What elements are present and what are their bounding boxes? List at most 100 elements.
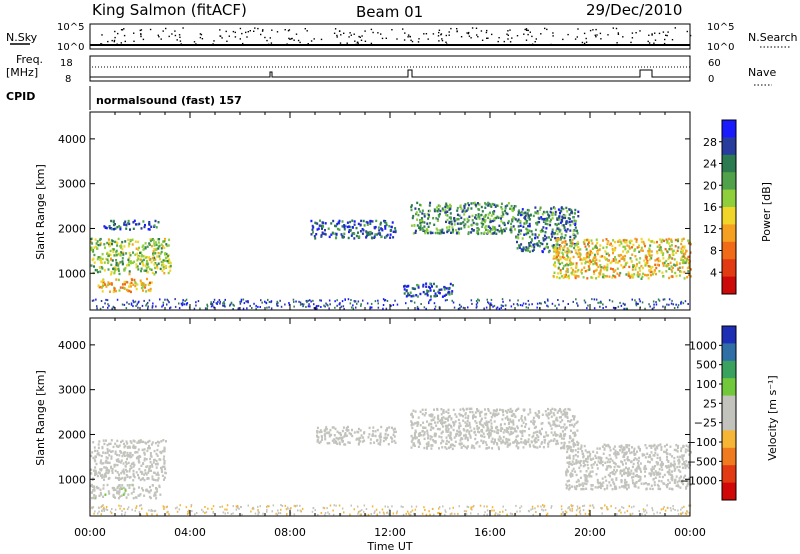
echo-cell xyxy=(640,277,643,280)
echo-cell xyxy=(393,427,396,430)
echo-cell xyxy=(367,231,370,234)
echo-cell xyxy=(429,513,431,516)
nsky-dot xyxy=(503,40,505,43)
echo-cell xyxy=(134,300,137,303)
echo-cell xyxy=(548,440,551,443)
echo-cell xyxy=(512,412,515,416)
echo-cell xyxy=(681,479,684,482)
nsky-dot xyxy=(456,30,458,33)
echo-cell xyxy=(160,247,163,250)
echo-cell xyxy=(126,457,128,461)
echo-cell xyxy=(466,419,469,423)
echo-cell xyxy=(105,459,108,463)
echo-cell xyxy=(421,412,424,416)
echo-cell xyxy=(577,249,580,252)
echo-cell xyxy=(643,259,646,262)
nsky-dot xyxy=(354,40,356,42)
echo-cell xyxy=(679,470,682,473)
echo-cell xyxy=(570,462,572,466)
echo-cell xyxy=(161,465,164,469)
echo-cell xyxy=(559,229,562,232)
echo-cell xyxy=(464,437,467,440)
echo-cell xyxy=(163,267,166,270)
echo-cell xyxy=(361,440,364,443)
echo-cell xyxy=(103,269,106,272)
echo-cell xyxy=(113,254,116,257)
echo-cell xyxy=(590,475,593,478)
echo-cell xyxy=(555,247,558,250)
echo-cell xyxy=(689,268,692,271)
echo-cell xyxy=(489,226,492,230)
echo-cell xyxy=(437,415,439,418)
echo-cell xyxy=(589,504,591,507)
nsky-dot xyxy=(468,35,471,37)
echo-cell xyxy=(344,298,346,301)
echo-cell xyxy=(448,216,451,219)
echo-cell xyxy=(629,241,632,245)
echo-cell xyxy=(584,449,587,452)
echo-cell xyxy=(557,222,560,226)
echo-cell xyxy=(315,233,318,236)
echo-cell xyxy=(607,259,610,262)
echo-cell xyxy=(128,251,131,255)
echo-cell xyxy=(106,483,109,487)
echo-cell xyxy=(438,447,440,450)
echo-cell xyxy=(579,483,582,486)
echo-cell xyxy=(456,429,459,433)
echo-cell xyxy=(353,220,356,223)
echo-cell xyxy=(290,507,292,510)
echo-cell xyxy=(128,289,131,293)
echo-cell xyxy=(671,478,674,482)
echo-cell xyxy=(428,215,431,218)
echo-cell xyxy=(335,232,338,236)
echo-cell xyxy=(678,274,681,277)
nsky-dot xyxy=(595,28,597,31)
echo-cell xyxy=(369,230,372,234)
echo-cell xyxy=(517,446,520,449)
echo-cell xyxy=(516,434,519,438)
echo-cell xyxy=(670,473,673,477)
echo-cell xyxy=(452,424,455,427)
echo-cell xyxy=(152,471,155,474)
echo-cell xyxy=(111,259,114,262)
echo-cell xyxy=(162,458,165,461)
echo-cell xyxy=(532,419,535,422)
echo-cell xyxy=(432,439,435,442)
echo-cell xyxy=(115,289,117,293)
echo-cell xyxy=(90,472,93,475)
nsky-dot xyxy=(113,39,116,42)
echo-cell xyxy=(124,460,127,464)
echo-cell xyxy=(117,492,120,495)
echo-cell xyxy=(566,485,569,488)
echo-cell xyxy=(619,301,621,304)
echo-cell xyxy=(556,243,559,246)
echo-cell xyxy=(132,484,135,487)
echo-cell xyxy=(112,250,115,253)
echo-cell xyxy=(578,511,581,514)
echo-cell xyxy=(675,263,678,266)
nsky-dot xyxy=(467,32,470,35)
echo-cell xyxy=(588,261,591,264)
echo-cell xyxy=(685,479,688,482)
echo-cell xyxy=(569,239,572,242)
echo-cell xyxy=(581,258,584,261)
echo-cell xyxy=(343,307,345,310)
echo-cell xyxy=(137,448,140,451)
echo-cell xyxy=(566,258,569,261)
echo-cell xyxy=(436,206,439,209)
echo-cell xyxy=(440,512,442,515)
echo-cell xyxy=(114,488,117,491)
echo-cell xyxy=(568,262,571,265)
echo-cell xyxy=(564,428,567,431)
echo-cell xyxy=(525,306,528,309)
echo-cell xyxy=(102,281,105,284)
echo-cell xyxy=(567,256,570,259)
echo-cell xyxy=(426,294,429,297)
echo-cell xyxy=(454,413,457,416)
echo-cell xyxy=(681,454,684,457)
echo-cell xyxy=(413,443,415,446)
echo-cell xyxy=(135,305,137,307)
nsky-dot xyxy=(407,36,409,38)
echo-cell xyxy=(120,459,123,462)
nsky-dot xyxy=(360,39,363,41)
